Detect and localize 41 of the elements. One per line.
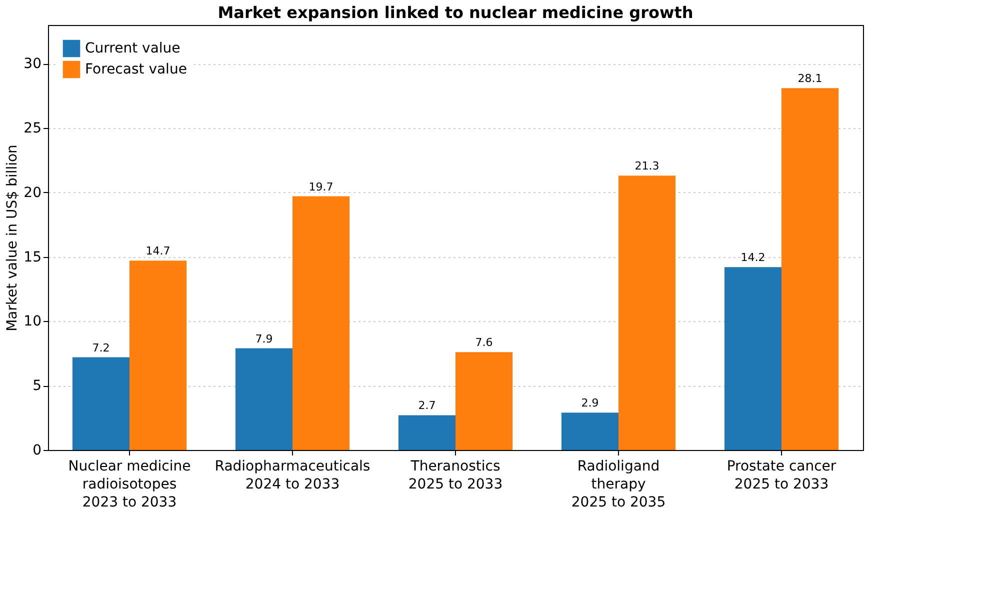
x-tick-label: Prostate cancer [726, 458, 836, 474]
bar [618, 176, 676, 450]
bar [130, 260, 187, 450]
data-label: 14.2 [740, 251, 766, 264]
data-label: 28.1 [798, 72, 822, 86]
bar [456, 352, 513, 450]
bar [292, 196, 350, 450]
data-label: 2.9 [581, 396, 599, 410]
legend-label: Current value [85, 40, 180, 56]
x-tick-label: Radioligand therapy [577, 458, 660, 492]
y-tick-label: 15 [24, 249, 42, 266]
data-label: 14.7 [146, 244, 170, 258]
text: 2023 to 2033 [82, 494, 177, 510]
y-tick-label: 10 [24, 314, 42, 330]
y-tick-label: 5 [32, 378, 42, 394]
bar [72, 357, 130, 450]
bar [398, 415, 456, 450]
x-tick-label: Theranostics [410, 458, 500, 474]
data-label: 2.7 [418, 399, 436, 412]
y-tick-label: 25 [24, 120, 42, 137]
text: 2025 to 2035 [571, 494, 666, 510]
data-label: 7.9 [255, 332, 273, 346]
y-tick-label: 30 [24, 56, 42, 72]
y-tick-label: 0 [32, 442, 42, 458]
y-axis-title: Market value in US$ billion [4, 144, 21, 332]
data-label: 7.6 [475, 336, 493, 350]
legend-label: Forecast value [85, 62, 187, 78]
text: 2025 to 2033 [408, 476, 503, 492]
data-label: 7.2 [92, 341, 110, 354]
x-tick-label: Nuclear medicine radioisotopes [68, 458, 191, 492]
bar [561, 412, 618, 450]
x-tick-label: Radiopharmaceuticals [214, 458, 370, 474]
data-label: 19.7 [308, 180, 334, 194]
bar [782, 88, 839, 450]
bar [724, 267, 782, 450]
chart-title: Market expansion linked to nuclear medicine growth [218, 3, 694, 22]
y-tick-label: 20 [24, 184, 42, 201]
bar [235, 348, 292, 450]
text: 2025 to 2033 [734, 476, 829, 492]
text: 2024 to 2033 [245, 476, 340, 492]
data-label: 21.3 [634, 160, 660, 173]
